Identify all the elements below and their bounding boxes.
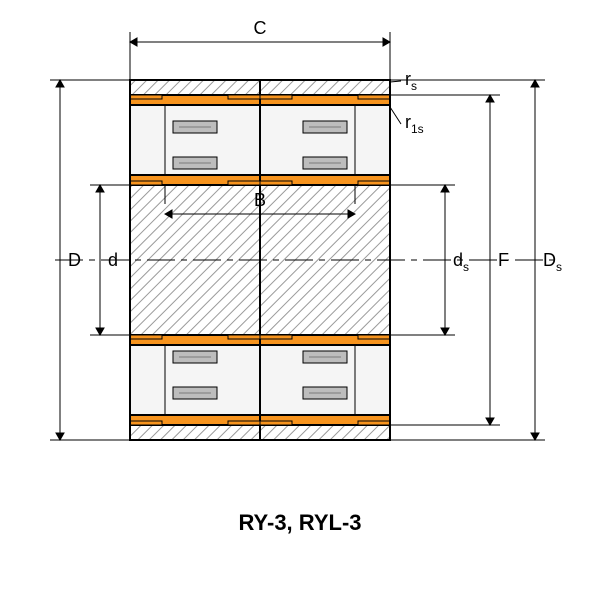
svg-text:C: C	[254, 18, 267, 38]
svg-text:B: B	[254, 190, 266, 210]
svg-text:D: D	[68, 250, 81, 270]
svg-text:F: F	[498, 250, 509, 270]
caption: RY-3, RYL-3	[238, 510, 361, 535]
svg-text:d: d	[108, 250, 118, 270]
